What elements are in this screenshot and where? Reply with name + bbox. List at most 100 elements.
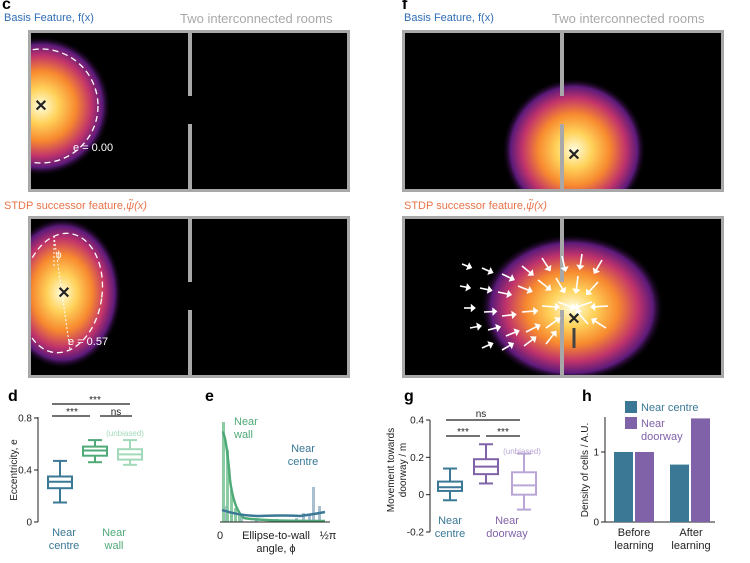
x-label-near-centre-2: centre xyxy=(49,540,80,552)
eccentricity-label: e = 0.57 xyxy=(68,336,108,348)
centre-cross-icon: ✕ xyxy=(34,98,47,115)
bar-near-doorway xyxy=(635,452,654,522)
major-axis xyxy=(53,235,71,351)
sf-title-text: STDP successor feature, xyxy=(404,200,527,212)
arrow-head xyxy=(575,309,583,317)
bar-near-centre xyxy=(670,464,689,522)
box-1 xyxy=(473,443,499,485)
centre-cross-icon: ✕ xyxy=(57,285,70,302)
box xyxy=(511,471,537,496)
panel-c-letter: c xyxy=(2,0,11,13)
vector-arrow xyxy=(557,301,573,309)
arrow-head xyxy=(534,323,541,331)
legend-near-centre-2: centre xyxy=(288,456,319,468)
arrow-head xyxy=(573,302,580,311)
x-label-after-2: learning xyxy=(671,540,710,552)
heatmap-blob xyxy=(28,36,111,176)
vector-arrow xyxy=(545,319,558,329)
arrow-head xyxy=(527,269,534,276)
arrow-head xyxy=(508,274,515,282)
y-tick-label: 0 xyxy=(26,518,32,529)
vector-arrow xyxy=(469,325,478,329)
sf-symbol: ψ̃(x) xyxy=(526,200,547,212)
sig-label: *** xyxy=(497,427,509,438)
legend-near-centre: Near centre xyxy=(641,402,698,414)
panel-c-top-room: ✕ e = 0.00 xyxy=(28,30,350,192)
arrow-head xyxy=(511,310,517,320)
arrow-head xyxy=(465,283,472,292)
panel-f-top-room: ✕ xyxy=(402,30,724,192)
legend-near-doorway-1: Near xyxy=(641,418,665,430)
y-tick-label: 0.4 xyxy=(410,416,424,427)
arrow-head xyxy=(572,288,581,294)
panel-g-letter: g xyxy=(404,388,414,405)
density-near-centre xyxy=(221,508,326,518)
vector-arrow xyxy=(523,338,534,347)
panel-e-letter: e xyxy=(205,388,214,405)
vector-arrow xyxy=(588,281,599,293)
unbiased-label: (unbiased) xyxy=(106,429,144,438)
y-axis-label-2: doorway / m xyxy=(398,443,409,497)
sig-label: ns xyxy=(111,407,122,418)
vector-arrow xyxy=(521,265,532,274)
arrow-head xyxy=(591,317,598,325)
y-tick-label: 0.8 xyxy=(18,414,32,425)
x-tick: ½π xyxy=(320,530,337,542)
vector-arrow xyxy=(481,343,490,349)
arrow-head xyxy=(544,284,552,291)
x-label-near-wall-1: Near xyxy=(102,527,126,539)
vector-arrow xyxy=(541,305,556,308)
x-label-near-doorway-2: doorway xyxy=(486,528,528,540)
vector-arrow xyxy=(595,259,603,271)
y-axis-label: Eccentricity, e xyxy=(9,439,20,501)
panel-c-top-title: Basis Feature, f(x) xyxy=(4,12,94,24)
dividing-wall xyxy=(188,124,192,192)
x-label-near-doorway-1: Near xyxy=(495,515,519,527)
vector-arrow xyxy=(579,253,583,267)
panel-e-chart: 0 ½π Ellipse-to-wall angle, ϕ Near wall … xyxy=(217,416,337,555)
panel-g-chart: Movement towards doorway / m -0.2 0 0.2 0.4… xyxy=(386,409,541,540)
panel-f-letter: f xyxy=(402,0,408,13)
box-2 xyxy=(117,439,143,466)
panel-f-room-title: Two interconnected rooms xyxy=(552,11,705,26)
arrow-head xyxy=(476,322,482,331)
dividing-wall xyxy=(560,310,564,378)
histogram-near-wall xyxy=(222,422,241,522)
panel-c-bottom-title: STDP successor feature,ψ̃(x) xyxy=(4,200,147,212)
x-label-near-wall-2: wall xyxy=(104,540,124,552)
legend-near-centre-1: Near xyxy=(291,443,315,455)
dividing-wall xyxy=(560,30,564,96)
sig-label: *** xyxy=(457,427,469,438)
vector-arrow xyxy=(505,331,517,337)
y-tick-label: 0 xyxy=(593,518,599,529)
arrow-head xyxy=(487,341,494,349)
arrow-head xyxy=(533,306,539,316)
arrow-head xyxy=(506,289,513,299)
vector-arrow xyxy=(501,314,513,317)
y-tick-label: -0.2 xyxy=(407,528,425,539)
x-label-near-centre-1: Near xyxy=(52,527,76,539)
panel-c-room-title: Two interconnected rooms xyxy=(180,11,333,26)
vector-arrow xyxy=(459,285,468,289)
arrow-head xyxy=(569,303,577,311)
y-tick-label: 0.4 xyxy=(18,466,32,477)
vector-arrow xyxy=(521,310,535,313)
y-tick-label: 1 xyxy=(593,448,599,459)
arrow-head xyxy=(576,264,585,271)
vector-arrow xyxy=(517,285,530,291)
arrow-head xyxy=(492,307,498,316)
arrow-head xyxy=(526,286,533,294)
ellipse-fit xyxy=(28,48,99,164)
centre-cross-icon: ✕ xyxy=(567,147,580,164)
legend-near-wall-1: Near xyxy=(234,416,258,428)
vector-arrow xyxy=(537,279,549,289)
arrow-head xyxy=(592,267,601,274)
sig-label: *** xyxy=(89,395,101,406)
vector-arrow xyxy=(594,320,607,329)
arrow-head xyxy=(560,266,569,272)
vector-arrow xyxy=(577,301,593,308)
panel-h-letter: h xyxy=(582,388,592,405)
dividing-wall xyxy=(560,124,564,192)
legend-swatch-near-centre xyxy=(625,401,637,413)
legend-near-doorway-2: doorway xyxy=(641,431,683,443)
